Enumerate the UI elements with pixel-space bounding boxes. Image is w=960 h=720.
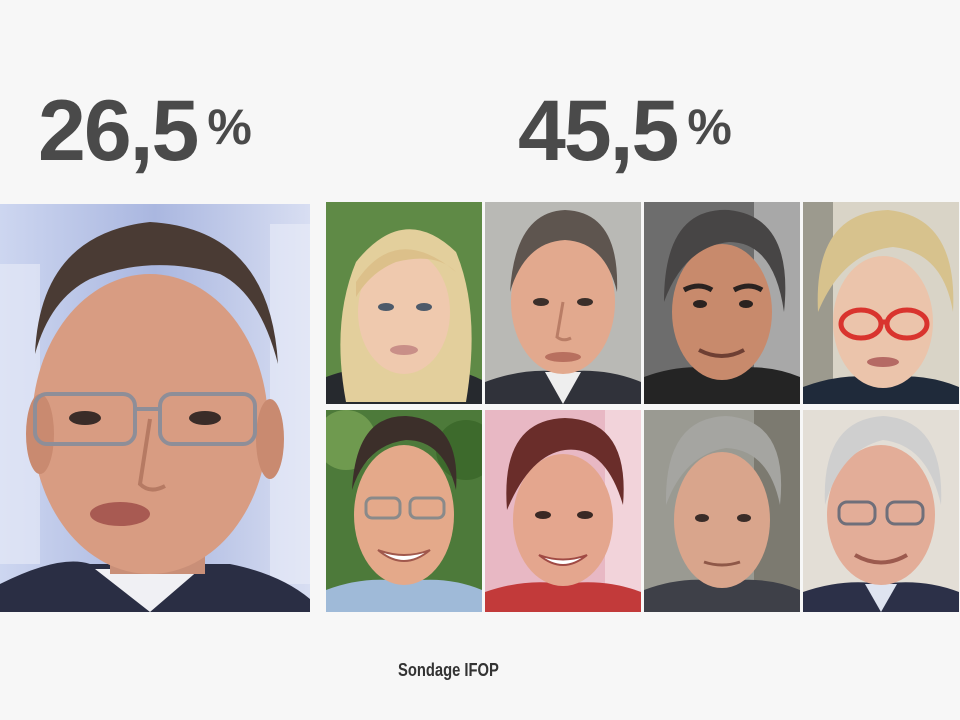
portrait-1 — [326, 202, 482, 404]
left-percentage-unit: % — [207, 99, 252, 155]
right-percentage-unit: % — [687, 99, 732, 155]
portrait-3 — [644, 202, 800, 404]
left-percentage: 26,5 % — [38, 86, 252, 176]
portrait-4 — [803, 202, 959, 404]
main-portrait-photo — [0, 204, 310, 612]
right-percentage: 45,5 % — [518, 86, 732, 176]
portrait-5 — [326, 410, 482, 612]
portrait-2 — [485, 202, 641, 404]
portrait-6 — [485, 410, 641, 612]
left-percentage-value: 26,5 — [38, 83, 199, 179]
portrait-7 — [644, 410, 800, 612]
portrait-grid — [326, 202, 960, 614]
right-percentage-value: 45,5 — [518, 83, 679, 179]
portrait-8 — [803, 410, 959, 612]
poll-source-caption: Sondage IFOP — [398, 660, 499, 680]
